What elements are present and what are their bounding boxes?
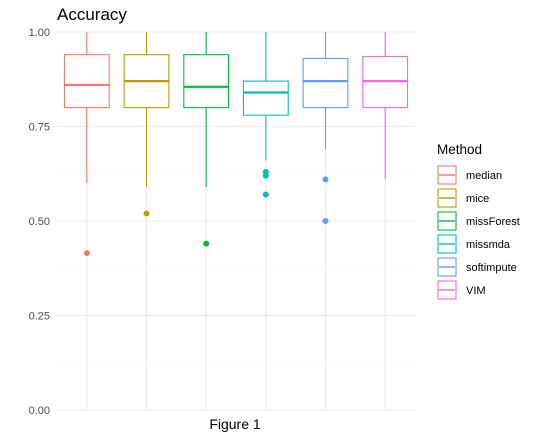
legend: Method median mice missForest missmda softim… xyxy=(437,142,520,300)
iqr-box xyxy=(63,54,110,109)
legend-label: missForest xyxy=(466,216,520,228)
legend-item-softimpute: softimpute xyxy=(437,257,517,277)
iqr-box xyxy=(183,54,230,109)
y-tick-label: 0.75 xyxy=(29,122,50,134)
outlier-point xyxy=(262,172,269,179)
legend-title: Method xyxy=(437,142,482,157)
figure-caption: Figure 1 xyxy=(209,416,261,432)
y-axis: 0.00 0.25 0.50 0.75 1.00 xyxy=(29,27,50,417)
box-missForest xyxy=(183,32,230,247)
legend-label: VIM xyxy=(466,285,486,297)
box-missmda xyxy=(242,32,289,198)
y-tick-label: 1.00 xyxy=(29,27,50,39)
boxes xyxy=(63,32,409,257)
legend-item-missForest: missForest xyxy=(437,211,520,231)
box-VIM xyxy=(362,32,409,180)
box-softimpute xyxy=(302,32,349,224)
legend-label: missmda xyxy=(466,239,511,251)
legend-item-median: median xyxy=(437,165,502,185)
chart-title: Accuracy xyxy=(57,5,127,24)
outlier-point xyxy=(322,218,329,224)
outlier-point xyxy=(83,250,90,257)
legend-label: mice xyxy=(466,193,489,205)
outlier-point xyxy=(203,240,210,247)
grid xyxy=(57,31,415,411)
y-tick-label: 0.25 xyxy=(29,311,50,323)
outlier-point xyxy=(143,210,150,217)
legend-label: softimpute xyxy=(466,262,517,274)
iqr-box xyxy=(242,80,289,116)
legend-item-mice: mice xyxy=(437,188,489,208)
y-tick-label: 0.00 xyxy=(29,405,50,417)
iqr-box xyxy=(302,57,349,109)
box-median xyxy=(63,32,110,257)
outlier-point xyxy=(322,176,329,183)
box-mice xyxy=(123,32,170,217)
legend-item-VIM: VIM xyxy=(437,280,486,300)
y-tick-label: 0.50 xyxy=(29,216,50,228)
legend-label: median xyxy=(466,170,502,182)
outlier-point xyxy=(262,191,269,198)
legend-item-missmda: missmda xyxy=(437,234,511,254)
